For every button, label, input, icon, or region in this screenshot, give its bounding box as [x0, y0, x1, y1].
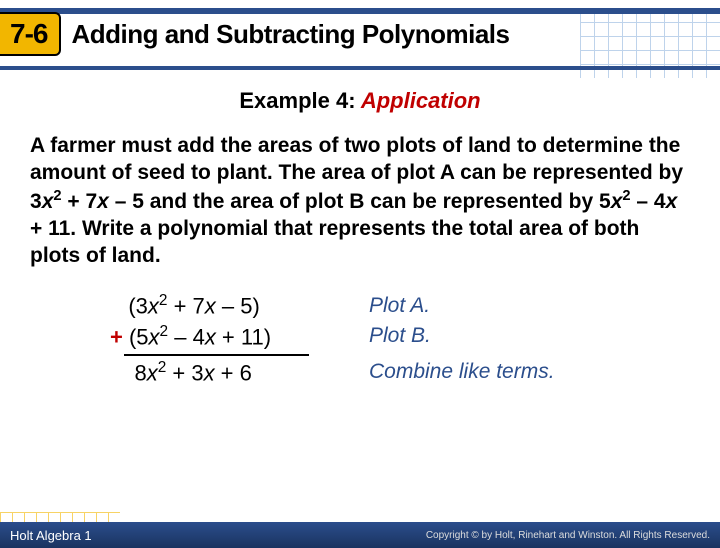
- explain-plot-a: Plot A.: [369, 291, 555, 321]
- work-area: (3x2 + 7x – 5) + (5x2 – 4x + 11) 8x2 + 3…: [30, 291, 690, 387]
- math-line-plot-b: + (5x2 – 4x + 11): [110, 322, 309, 352]
- footer-copyright: Copyright © by Holt, Rinehart and Winsto…: [426, 530, 710, 541]
- slide-footer: Holt Algebra 1 Copyright © by Holt, Rine…: [0, 522, 720, 548]
- slide-content: Example 4: Application A farmer must add…: [0, 60, 720, 388]
- math-column: (3x2 + 7x – 5) + (5x2 – 4x + 11) 8x2 + 3…: [110, 291, 309, 387]
- example-prefix: Example 4:: [239, 88, 355, 113]
- explain-plot-b: Plot B.: [369, 321, 555, 351]
- chapter-badge: 7-6: [0, 12, 61, 56]
- footer-book-title: Holt Algebra 1: [10, 528, 92, 543]
- math-line-result: 8x2 + 3x + 6: [110, 358, 309, 388]
- explanation-column: Plot A. Plot B. Combine like terms.: [369, 291, 555, 387]
- example-heading: Example 4: Application: [30, 88, 690, 114]
- lesson-header: 7-6 Adding and Subtracting Polynomials: [0, 8, 720, 60]
- problem-statement: A farmer must add the areas of two plots…: [30, 132, 690, 269]
- explain-combine: Combine like terms.: [369, 357, 555, 387]
- math-line-plot-a: (3x2 + 7x – 5): [110, 291, 309, 321]
- lesson-title: Adding and Subtracting Polynomials: [71, 19, 509, 50]
- plus-sign: +: [110, 324, 123, 349]
- example-name: Application: [356, 88, 481, 113]
- addition-rule-line: [124, 354, 309, 356]
